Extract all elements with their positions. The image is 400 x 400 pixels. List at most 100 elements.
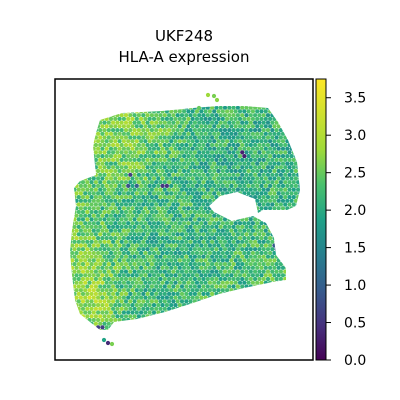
expression-spot [158,142,163,148]
expression-spot [102,187,107,192]
expression-spot [106,314,111,319]
expression-spot [231,165,236,170]
expression-spot [261,276,266,282]
expression-spot [96,161,101,166]
expression-spot [205,224,210,229]
expression-spot [253,254,258,259]
expression-spot [139,198,144,203]
expression-spot [188,276,193,282]
expression-spot [164,124,169,129]
expression-spot [248,106,253,110]
expression-spot [240,172,245,177]
expression-spot [134,273,139,278]
expression-spot [192,195,197,200]
expression-spot [136,202,141,207]
expression-spot [261,195,266,200]
expression-spot [233,228,238,233]
expression-spot [115,180,120,185]
expression-spot [117,191,122,196]
expression-spot [108,198,114,203]
expression-spot [225,131,230,136]
expression-spot [100,198,105,203]
expression-spot [173,146,178,151]
expression-spot [212,124,217,129]
expression-spot [113,168,118,174]
expression-spot [296,187,300,192]
expression-spot [100,176,105,181]
expression-spot [229,124,234,129]
expression-spot [268,191,273,196]
expression-spot [265,269,271,274]
expression-spot [194,131,200,136]
expression-spot [106,306,111,311]
expression-spot [158,128,163,133]
expression-spot [154,113,159,118]
expression-spot [246,116,251,121]
expression-spot [113,258,118,263]
expression-spot [274,142,279,148]
expression-spot [268,131,273,136]
expression-spot [175,299,180,304]
expression-spot [197,232,202,237]
expression-spot [117,131,122,136]
expression-spot [80,247,86,252]
expression-spot [235,113,240,118]
expression-spot [119,209,124,215]
expression-spot [102,195,107,200]
expression-spot [190,236,195,241]
expression-spot [248,232,253,237]
expression-spot [231,157,236,162]
expression-spot [117,250,122,256]
expression-spot [197,128,202,133]
expression-spot [246,168,251,174]
expression-spot [96,176,101,181]
expression-spot [154,269,159,274]
expression-spot [171,209,176,215]
expression-spot [115,224,120,229]
expression-spot [111,128,116,133]
expression-spot [132,269,137,274]
expression-spot [160,258,165,263]
expression-spot [244,262,249,267]
expression-spot [270,254,275,259]
expression-spot [216,243,221,248]
expression-spot [235,128,240,133]
expression-spot [123,120,129,125]
isolated-spot-layer [101,92,220,347]
expression-spot [169,191,174,196]
expression-spot [186,295,191,300]
expression-spot [139,161,144,166]
expression-spot [136,142,141,148]
expression-spot [257,142,262,148]
expression-spot [184,224,189,229]
expression-spot [212,236,217,241]
expression-spot [132,180,137,185]
expression-spot [182,243,187,248]
expression-spot [156,183,161,188]
expression-spot [207,168,212,174]
expression-spot [188,165,193,170]
expression-spot [113,280,118,285]
expression-spot [274,150,279,155]
expression-spot [139,280,144,285]
expression-spot [167,128,172,133]
expression-spot [285,176,290,181]
expression-spot [227,135,232,140]
expression-spot [115,247,120,252]
expression-spot [162,195,167,200]
expression-spot [130,198,135,203]
expression-spot [115,142,120,148]
expression-spot [154,217,159,222]
expression-spot [231,106,236,110]
expression-spot [156,236,161,241]
expression-spot [278,187,283,192]
expression-spot [229,236,234,241]
expression-spot [259,124,264,129]
expression-spot [158,306,163,311]
expression-spot [194,273,200,278]
expression-spot [169,258,174,263]
expression-spot [149,209,154,215]
expression-spot [158,224,163,229]
expression-spot [177,213,182,218]
expression-spot [186,139,191,144]
